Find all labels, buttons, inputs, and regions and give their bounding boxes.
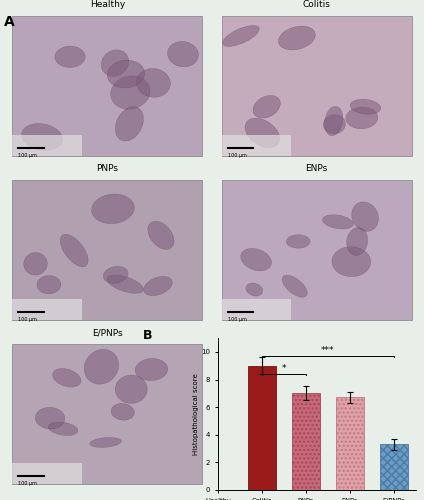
FancyBboxPatch shape — [222, 16, 412, 156]
Ellipse shape — [241, 248, 271, 271]
Ellipse shape — [347, 228, 368, 256]
Ellipse shape — [24, 252, 47, 275]
Ellipse shape — [245, 118, 280, 148]
Ellipse shape — [84, 350, 119, 384]
Ellipse shape — [101, 50, 129, 76]
Ellipse shape — [323, 215, 353, 229]
Ellipse shape — [37, 276, 61, 293]
Text: 100 µm: 100 µm — [228, 317, 247, 322]
Ellipse shape — [55, 46, 85, 68]
Title: Healthy: Healthy — [89, 0, 125, 9]
FancyBboxPatch shape — [12, 344, 202, 484]
Text: A: A — [4, 15, 15, 29]
Ellipse shape — [286, 235, 310, 248]
Ellipse shape — [167, 42, 198, 67]
Ellipse shape — [135, 358, 168, 380]
Ellipse shape — [115, 375, 147, 404]
Ellipse shape — [103, 266, 128, 283]
Ellipse shape — [332, 246, 371, 276]
Ellipse shape — [111, 76, 150, 109]
Ellipse shape — [137, 68, 170, 97]
Ellipse shape — [282, 275, 307, 297]
FancyBboxPatch shape — [12, 462, 81, 484]
Bar — [336, 398, 363, 490]
Ellipse shape — [325, 106, 343, 136]
FancyBboxPatch shape — [222, 134, 291, 156]
Text: 100 µm: 100 µm — [18, 153, 37, 158]
Text: *: * — [282, 364, 286, 373]
Ellipse shape — [352, 202, 379, 232]
Title: ENPs: ENPs — [306, 164, 328, 173]
Ellipse shape — [144, 276, 172, 295]
Ellipse shape — [350, 100, 381, 114]
Ellipse shape — [148, 222, 174, 250]
FancyBboxPatch shape — [222, 180, 412, 320]
Ellipse shape — [115, 106, 143, 141]
Title: E/PNPs: E/PNPs — [92, 328, 123, 338]
FancyBboxPatch shape — [222, 298, 291, 320]
Ellipse shape — [223, 26, 259, 46]
Ellipse shape — [279, 26, 315, 50]
Ellipse shape — [107, 275, 143, 293]
Text: ***: *** — [321, 346, 335, 355]
Ellipse shape — [253, 96, 280, 118]
Ellipse shape — [324, 114, 346, 134]
Title: PNPs: PNPs — [96, 164, 118, 173]
Text: B: B — [143, 329, 152, 342]
FancyBboxPatch shape — [12, 180, 202, 320]
Ellipse shape — [346, 107, 378, 129]
Ellipse shape — [48, 422, 78, 436]
Y-axis label: Histopathological score: Histopathological score — [192, 373, 198, 455]
Ellipse shape — [35, 408, 65, 429]
Ellipse shape — [107, 60, 145, 88]
Text: 100 µm: 100 µm — [18, 317, 37, 322]
Ellipse shape — [90, 438, 121, 448]
Ellipse shape — [246, 283, 263, 296]
Bar — [380, 444, 407, 490]
Ellipse shape — [111, 404, 134, 420]
FancyBboxPatch shape — [12, 134, 81, 156]
Text: 100 µm: 100 µm — [18, 481, 37, 486]
Text: 100 µm: 100 µm — [228, 153, 247, 158]
Bar — [248, 366, 276, 490]
Ellipse shape — [22, 124, 62, 150]
Ellipse shape — [53, 368, 81, 387]
Title: Colitis: Colitis — [303, 0, 331, 9]
Ellipse shape — [92, 194, 134, 224]
FancyBboxPatch shape — [12, 16, 202, 156]
Ellipse shape — [60, 234, 88, 266]
FancyBboxPatch shape — [12, 298, 81, 320]
Bar — [292, 394, 320, 490]
